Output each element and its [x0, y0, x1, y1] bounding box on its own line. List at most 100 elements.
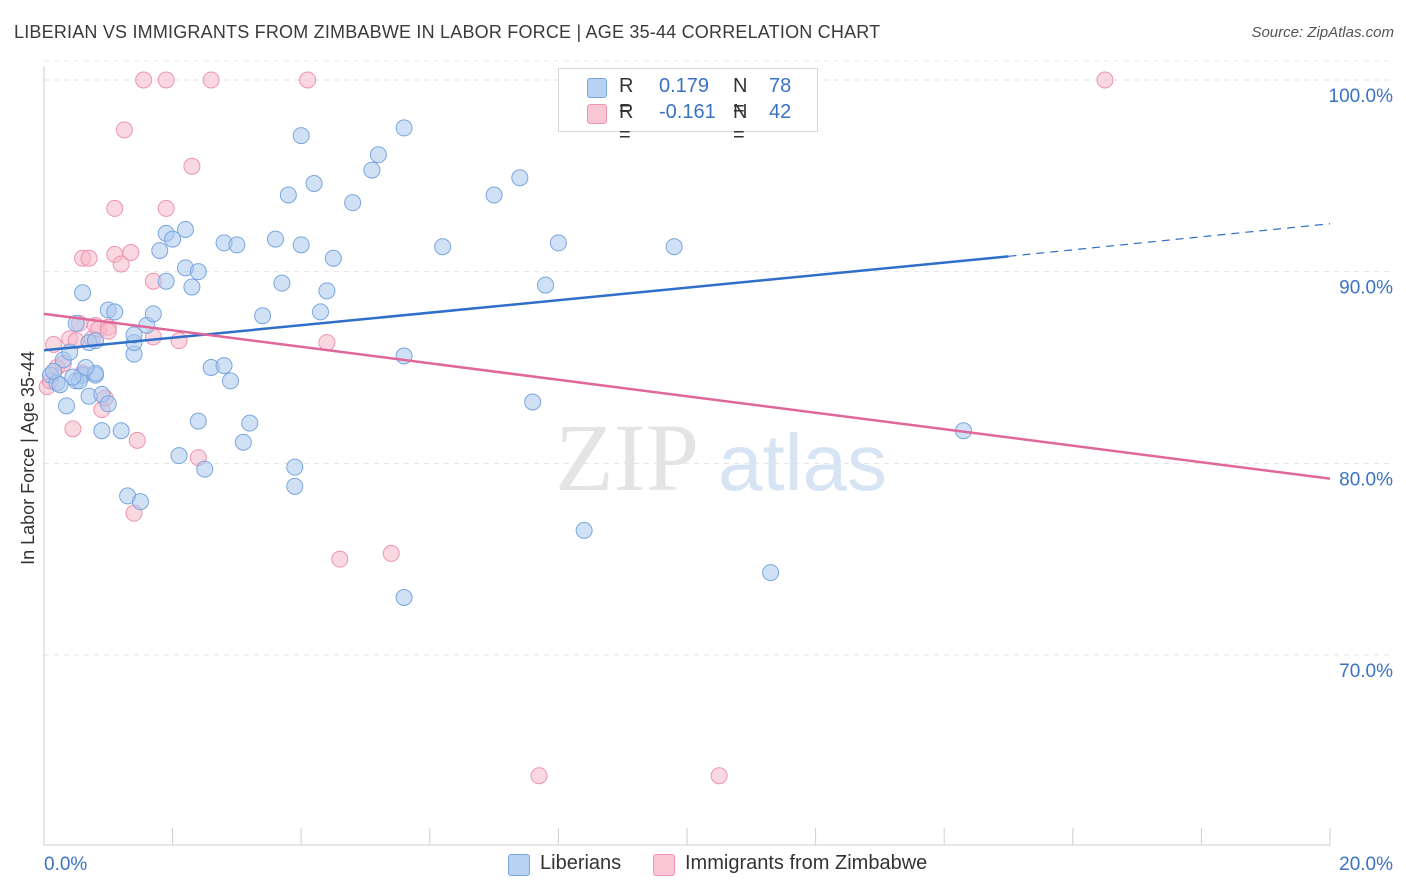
y-tick-label-80: 80.0% [1339, 469, 1393, 490]
liberian-point [144, 305, 162, 323]
liberian-point [395, 119, 413, 137]
liberian-point [112, 422, 130, 440]
liberian-point [762, 564, 780, 582]
zimbabwe-point [202, 71, 220, 89]
zimbabwe-point [170, 332, 188, 350]
zimbabwe-point [710, 767, 728, 785]
liberian-point [369, 146, 387, 164]
legend-r-label: R = [619, 101, 634, 146]
y-tick-label-90: 90.0% [1339, 278, 1393, 299]
liberian-point [286, 477, 304, 495]
axes [43, 66, 1331, 846]
liberian-point [485, 186, 503, 204]
gridlines [44, 60, 1390, 656]
liberian-point [575, 521, 593, 539]
bottom-legend-swatch-pink [653, 854, 675, 876]
legend-n-label: N = [733, 101, 748, 146]
liberian-point [665, 238, 683, 256]
liberian-point [189, 263, 207, 281]
liberian-point [305, 175, 323, 192]
liberian-point [537, 276, 555, 294]
liberian-point [64, 368, 82, 386]
liberian-point [125, 326, 143, 344]
zimbabwe-trendline [43, 312, 1331, 480]
x-tick-label-min: 0.0% [44, 854, 87, 875]
trendlines [43, 223, 1331, 480]
liberian-point [58, 397, 76, 415]
liberian-point [434, 238, 452, 256]
zimbabwe-point [183, 157, 201, 175]
zimbabwe-point [530, 767, 548, 785]
liberian-point [157, 272, 175, 290]
legend-r-value: 0.179 [659, 75, 710, 97]
zimbabwe-point [80, 249, 98, 267]
watermark: ZIP atlas [555, 404, 887, 511]
liberian-point [74, 284, 92, 302]
liberian-point [99, 395, 117, 413]
liberian-point [292, 127, 310, 145]
liberian-point [254, 307, 272, 325]
liberian-point [363, 161, 381, 179]
liberian-point [170, 447, 188, 465]
liberian-point [266, 230, 284, 248]
zimbabwe-point [112, 255, 130, 273]
y-tick-label-100: 100.0% [1329, 86, 1394, 107]
liberian-point [286, 458, 304, 476]
liberian-point [151, 242, 169, 260]
tick-labels: 70.0% 80.0% 90.0% 100.0% 0.0% 20.0% [44, 86, 1393, 875]
y-axis-label: In Labor Force | Age 35-44 [18, 351, 38, 565]
zimbabwe-point [331, 550, 349, 568]
liberian-point [292, 236, 310, 254]
legend-r-value: -0.161 [659, 101, 716, 123]
legend-swatch-blue [587, 78, 607, 98]
liberian-point [234, 433, 252, 451]
liberian-point [524, 393, 542, 411]
liberian-point [93, 422, 111, 440]
liberian-point [344, 194, 362, 212]
legend-n-label: N = [733, 75, 748, 120]
liberian-point [77, 359, 95, 376]
bottom-legend-label: Liberians [540, 852, 622, 874]
liberian-point [221, 372, 239, 390]
watermark-zip: ZIP [555, 404, 699, 511]
liberian-point [164, 230, 182, 248]
liberian-point [511, 169, 529, 187]
liberian-point [241, 414, 259, 432]
liberian-point [131, 493, 149, 511]
legend-swatch-pink [587, 104, 607, 124]
liberian-point [183, 278, 201, 296]
liberian-point [395, 589, 413, 606]
liberian-point [176, 221, 194, 238]
zimbabwe-point [64, 420, 82, 438]
chart-title: LIBERIAN VS IMMIGRANTS FROM ZIMBABWE IN … [14, 22, 881, 42]
zimbabwe-point [382, 544, 400, 562]
zimbabwe-point [128, 431, 146, 449]
legend-r-label: R = [619, 75, 634, 120]
zimbabwe-point [299, 71, 317, 89]
liberian-point [189, 412, 207, 430]
liberian-point [324, 249, 342, 267]
bottom-legend-label: Immigrants from Zimbabwe [685, 852, 928, 874]
bottom-legend-swatch-blue [508, 854, 530, 876]
legend-n-value: 42 [769, 101, 792, 123]
liberian-point [215, 357, 233, 375]
liberian-point [311, 303, 329, 321]
y-tick-label-70: 70.0% [1339, 661, 1393, 682]
liberian-point [279, 186, 297, 204]
zimbabwe-point [115, 121, 133, 139]
correlation-legend: R = 0.179 N = 78 R = -0.161 N = 42 [558, 68, 818, 146]
liberian-point [228, 236, 246, 254]
source-label: Source: ZipAtlas.com [1251, 24, 1394, 41]
liberian-point [51, 376, 69, 394]
liberian-point [318, 282, 336, 300]
series-liberians-points [41, 119, 972, 606]
zimbabwe-point [1096, 71, 1114, 89]
liberians-trendline-extension [1008, 223, 1331, 257]
zimbabwe-point [157, 71, 175, 89]
zimbabwe-point [157, 199, 175, 217]
zimbabwe-point [135, 71, 153, 89]
zimbabwe-point [122, 244, 140, 261]
liberian-point [549, 234, 567, 252]
watermark-atlas: atlas [718, 418, 887, 507]
